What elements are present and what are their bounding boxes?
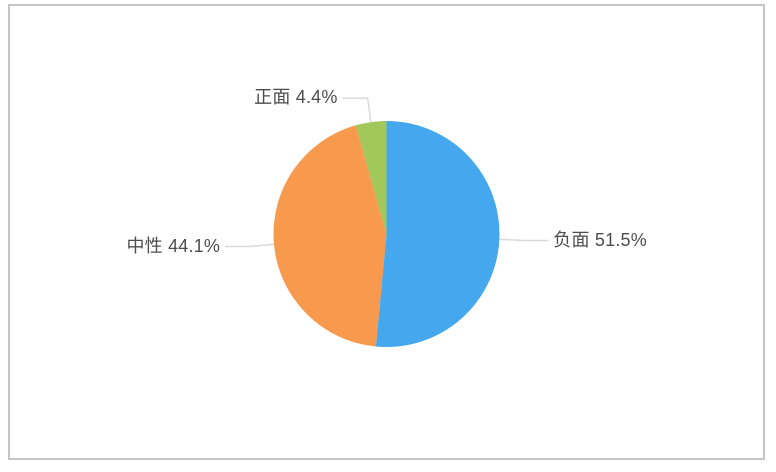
- pie-label-neutral: 中性 44.1%: [126, 235, 221, 256]
- label-line-negative: [499, 238, 549, 242]
- label-line-neutral: [225, 243, 275, 248]
- label-line-positive: [342, 97, 372, 123]
- pie-slice-positive[interactable]: [355, 121, 387, 234]
- pie-label-negative: 负面 51.5%: [553, 229, 647, 250]
- pie-slice-neutral[interactable]: [273, 125, 387, 347]
- pie-slice-negative[interactable]: [375, 121, 500, 347]
- pie-label-positive: 正面 4.4%: [254, 87, 338, 108]
